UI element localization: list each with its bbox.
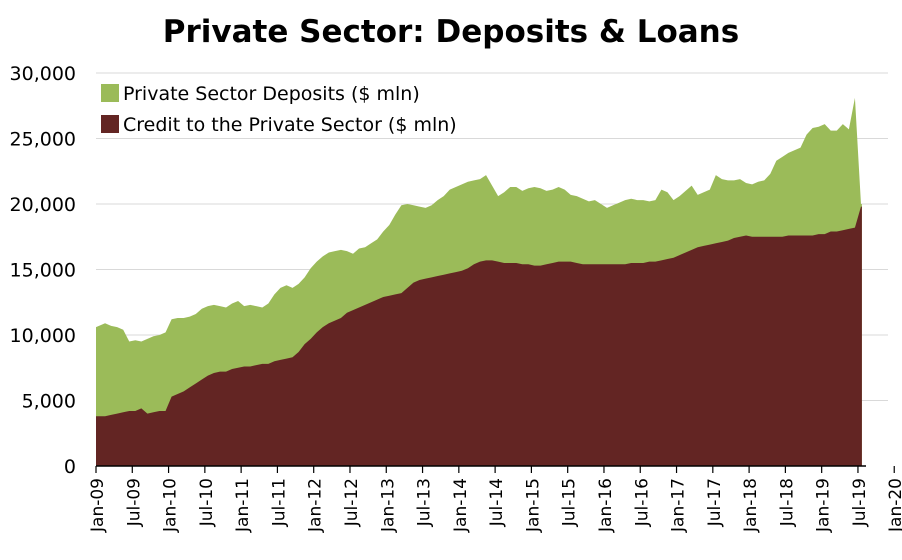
x-tick-label: Jan-12 xyxy=(306,478,326,533)
x-tick-label: Jul-17 xyxy=(705,478,725,527)
x-tick-label: Jul-12 xyxy=(342,478,362,527)
x-tick-label: Jan-10 xyxy=(161,478,181,533)
x-tick-label: Jul-13 xyxy=(415,478,435,527)
y-tick-label: 20,000 xyxy=(10,194,76,216)
y-tick-label: 15,000 xyxy=(10,260,76,282)
y-tick-label: 5,000 xyxy=(22,391,76,413)
credit-area xyxy=(96,206,862,466)
x-tick-label: Jul-14 xyxy=(487,478,507,527)
x-tick-label: Jan-17 xyxy=(669,478,689,533)
axes: 0 5,000 10,000 15,000 20,000 25,000 30,000 Jan-… xyxy=(10,63,902,533)
x-tick-label: Jul-15 xyxy=(560,478,580,527)
x-tick-label: Jan-20 xyxy=(886,478,902,533)
x-tick-label: Jan-14 xyxy=(451,478,471,533)
x-tick-label: Jan-09 xyxy=(88,478,108,533)
x-tick-label: Jan-16 xyxy=(596,478,616,533)
y-tick-label: 10,000 xyxy=(10,325,76,347)
chart-title: Private Sector: Deposits & Loans xyxy=(162,14,740,50)
x-tick-label: Jan-19 xyxy=(814,478,834,533)
x-tick-label: Jul-18 xyxy=(777,478,797,527)
legend-label-credit: Credit to the Private Sector ($ mln) xyxy=(123,114,457,136)
x-tick-label: Jul-19 xyxy=(850,478,870,527)
x-tick-label: Jan-13 xyxy=(378,478,398,533)
legend-label-deposits: Private Sector Deposits ($ mln) xyxy=(123,83,420,105)
x-tick-label: Jul-11 xyxy=(269,478,289,527)
legend-swatch-deposits xyxy=(101,84,119,102)
y-tick-label: 0 xyxy=(64,456,76,478)
legend-swatch-credit xyxy=(101,115,119,133)
x-tick-label: Jul-10 xyxy=(197,478,217,527)
area-series-layer xyxy=(96,97,862,466)
x-tick-label: Jan-11 xyxy=(233,478,253,533)
legend: Private Sector Deposits ($ mln) Credit to… xyxy=(101,83,457,136)
x-tick-label: Jan-15 xyxy=(523,478,543,533)
y-tick-label: 30,000 xyxy=(10,63,76,85)
x-tick-label: Jan-18 xyxy=(741,478,761,533)
x-tick-label: Jul-09 xyxy=(124,478,144,527)
y-tick-label: 25,000 xyxy=(10,129,76,151)
x-tick-label: Jul-16 xyxy=(632,478,652,527)
